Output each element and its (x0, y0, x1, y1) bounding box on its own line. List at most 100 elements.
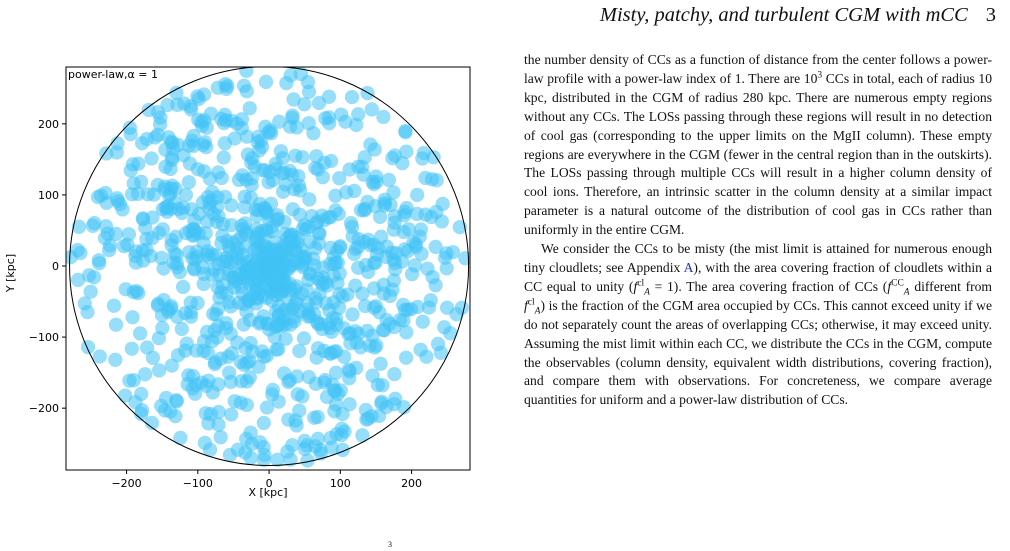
x-tick-label: 100 (330, 477, 351, 490)
cloud-marker (181, 175, 196, 190)
cloud-marker (207, 356, 222, 372)
cloud-marker (348, 278, 363, 293)
cloud-marker (252, 435, 267, 450)
cloud-marker (92, 349, 107, 364)
cloud-marker (150, 105, 166, 120)
cloud-marker (150, 127, 166, 142)
cloud-marker (196, 235, 211, 251)
cloud-marker (229, 254, 245, 270)
cloud-marker (351, 107, 366, 122)
cloud-marker (137, 367, 153, 382)
cloud-marker (381, 172, 397, 188)
cloud-marker (304, 208, 319, 224)
cloud-marker (215, 228, 230, 243)
cloud-marker (351, 239, 366, 255)
cloud-marker (211, 318, 226, 334)
cloud-marker (344, 89, 360, 105)
cloud-marker (87, 215, 102, 231)
paragraph-2: We consider the CCs to be misty (the mis… (524, 241, 993, 408)
cloud-marker (241, 294, 256, 309)
plot-annotation: power-law,α = 1 (68, 68, 158, 81)
cloud-marker (170, 309, 185, 324)
y-tick-label: −200 (29, 402, 59, 415)
cloud-marker (158, 159, 173, 174)
cloud-marker (156, 261, 171, 276)
cloud-marker (101, 242, 117, 258)
cloud-marker (134, 406, 149, 422)
cloud-marker (108, 352, 123, 367)
cloud-marker (244, 155, 259, 170)
cloud-marker (342, 162, 357, 177)
cloud-marker (206, 306, 221, 322)
cloud-marker (302, 192, 317, 207)
cloud-marker (139, 242, 154, 257)
cloud-marker (386, 185, 401, 200)
cloud-marker (86, 270, 102, 285)
cloud-marker (295, 389, 310, 404)
cloud-marker (283, 452, 298, 467)
cloud-marker (170, 260, 185, 275)
cloud-marker (154, 398, 169, 414)
cloud-marker (237, 239, 253, 254)
cloud-marker (369, 247, 385, 262)
cloud-marker (296, 331, 312, 346)
cloud-marker (98, 219, 114, 234)
cloud-marker (239, 397, 254, 413)
cloud-marker (175, 279, 191, 295)
cloud-marker (226, 236, 241, 251)
cloud-marker (328, 188, 343, 203)
x-axis-label: X [kpc] (248, 486, 287, 499)
cloud-marker (410, 187, 425, 203)
cloud-marker (253, 133, 269, 148)
figure-cloud-distribution: −200 −100 0 100 200 200 100 0 −100 −200 power-la… (0, 0, 480, 551)
cloud-marker (206, 206, 221, 222)
cloud-marker (399, 325, 414, 340)
appendix-link[interactable]: A (683, 259, 694, 275)
cloud-marker (225, 270, 241, 285)
cloud-marker (209, 330, 225, 345)
cloud-marker (386, 222, 402, 237)
cloud-marker (80, 339, 96, 355)
cloud-marker (243, 425, 258, 440)
cloud-marker (201, 373, 216, 388)
cloud-marker (169, 85, 184, 101)
cloud-marker (210, 80, 225, 95)
cloud-marker (376, 109, 391, 125)
cloud-marker (338, 185, 354, 200)
cloud-marker (138, 220, 153, 235)
cloud-marker (331, 206, 346, 222)
cloud-marker (265, 382, 280, 398)
cloud-marker (360, 85, 375, 101)
cloud-marker (185, 228, 200, 243)
cloud-marker (334, 427, 349, 443)
cloud-marker (250, 240, 265, 256)
cloud-marker (259, 225, 274, 240)
cloud-marker (70, 272, 86, 288)
cloud-marker (118, 388, 133, 403)
cloud-marker (407, 258, 423, 273)
cloud-marker (110, 193, 126, 209)
cloud-marker (396, 400, 412, 415)
cloud-marker (196, 276, 211, 292)
cloud-marker (374, 396, 389, 411)
cloud-marker (332, 240, 348, 255)
cloud-marker (351, 260, 366, 275)
cloud-marker (280, 299, 295, 314)
cloud-marker (128, 244, 143, 259)
cloud-marker (322, 116, 337, 131)
cloud-marker (353, 340, 368, 355)
cloud-marker (387, 366, 402, 382)
cloud-marker (429, 173, 444, 188)
cloud-marker (272, 271, 287, 286)
cloud-marker (257, 200, 272, 216)
cloud-marker (124, 341, 139, 356)
cloud-marker (178, 187, 194, 203)
cloud-marker (216, 150, 231, 165)
cloud-marker (433, 345, 449, 360)
cloud-marker (237, 189, 252, 204)
cloud-marker (145, 210, 160, 225)
cloud-marker (191, 112, 206, 127)
cloud-marker (236, 78, 252, 93)
cloud-marker (290, 235, 305, 250)
cloud-marker (239, 374, 254, 389)
